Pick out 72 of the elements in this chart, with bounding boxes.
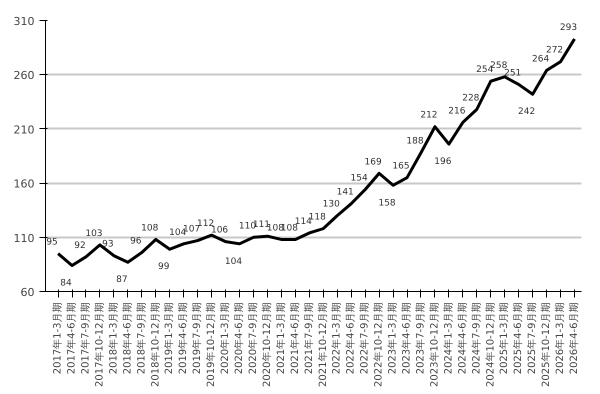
data-label: 251	[504, 68, 522, 78]
x-tick-label: 2024年1-3月期	[442, 302, 454, 374]
x-tick-label: 2020年10-12月期	[260, 302, 273, 388]
x-tick-label: 2022年4-6月期	[344, 302, 357, 374]
x-tick-label: 2021年10-12月期	[316, 302, 329, 388]
x-tick-label: 2017年1-3月期	[52, 302, 64, 374]
x-tick-label: 2017年10-12月期	[93, 302, 106, 388]
y-tick-label: 210	[14, 123, 35, 136]
data-label: 169	[364, 157, 382, 168]
x-tick-label: 2024年4-6月期	[456, 302, 468, 374]
data-label: 293	[560, 22, 578, 33]
x-tick-label: 2018年1-3月期	[107, 302, 120, 374]
data-label: 104	[169, 228, 187, 238]
x-tick-label: 2026年1-3月期	[554, 302, 566, 374]
x-tick-label: 2021年7-9月期	[302, 302, 315, 374]
x-tick-label: 2023年4-6月期	[400, 302, 413, 374]
x-tick-label: 2018年10-12月期	[149, 302, 162, 388]
data-label: 96	[130, 236, 142, 246]
x-tick-label: 2018年7-9月期	[135, 302, 148, 374]
data-label: 130	[322, 200, 340, 210]
data-label: 141	[336, 188, 354, 198]
x-tick-label: 2022年1-3月期	[330, 302, 343, 374]
x-tick-label: 2025年10-12月期	[540, 302, 552, 388]
y-tick-label: 310	[14, 15, 35, 28]
data-label: 108	[141, 223, 159, 234]
x-tick-label: 2021年4-6月期	[288, 302, 301, 374]
x-tick-label: 2019年10-12月期	[205, 302, 218, 388]
x-tick-label: 2025年1-3月期	[498, 302, 510, 374]
x-tick-label: 2022年7-9月期	[358, 302, 371, 374]
x-tick-label: 2026年4-6月期	[568, 302, 580, 374]
x-tick-label: 2023年1-3月期	[386, 302, 399, 374]
x-tick-label: 2017年7-9月期	[79, 302, 92, 374]
data-label: 104	[224, 256, 242, 267]
x-tick-label: 2018年4-6月期	[121, 302, 134, 374]
x-tick-label: 2021年1-3月期	[274, 302, 287, 374]
data-label: 158	[378, 198, 396, 208]
data-label: 99	[158, 262, 170, 272]
data-label: 212	[420, 110, 438, 121]
data-label: 165	[392, 162, 410, 172]
data-label: 106	[210, 226, 228, 236]
x-tick-label: 2022年10-12月期	[372, 302, 385, 388]
x-tick-label: 2023年7-9月期	[414, 302, 426, 374]
x-tick-label: 2025年7-9月期	[526, 302, 538, 374]
x-tick-label: 2020年4-6月期	[233, 302, 246, 374]
x-tick-label: 2019年1-3月期	[163, 302, 176, 374]
x-tick-label: 2023年10-12月期	[428, 302, 440, 388]
data-label: 92	[74, 240, 86, 251]
x-tick-label: 2017年4-6月期	[66, 302, 78, 374]
x-tick-label: 2020年1-3月期	[219, 302, 232, 374]
data-label: 95	[46, 238, 58, 248]
x-tick-label: 2019年7-9月期	[191, 302, 204, 374]
y-tick-label: 260	[14, 69, 35, 82]
data-label: 154	[350, 174, 368, 184]
data-label: 93	[102, 240, 114, 250]
x-tick-label: 2019年4-6月期	[177, 302, 190, 374]
data-label: 272	[546, 46, 564, 56]
data-label: 264	[532, 54, 550, 64]
data-label: 188	[406, 136, 424, 147]
y-tick-label: 160	[14, 178, 35, 191]
y-tick-label: 60	[20, 286, 35, 299]
x-tick-label: 2020年7-9月期	[246, 302, 259, 374]
data-label: 103	[85, 228, 103, 239]
data-label: 242	[518, 107, 536, 118]
y-tick-label: 110	[14, 232, 35, 245]
data-label: 216	[448, 106, 466, 116]
data-label: 87	[116, 275, 128, 286]
x-tick-label: 2024年7-9月期	[470, 302, 482, 374]
x-tick-label: 2024年10-12月期	[484, 302, 496, 388]
data-label: 84	[60, 278, 72, 288]
x-tick-label: 2025年4-6月期	[512, 302, 524, 374]
data-label: 228	[462, 93, 480, 104]
data-label: 196	[434, 157, 452, 168]
